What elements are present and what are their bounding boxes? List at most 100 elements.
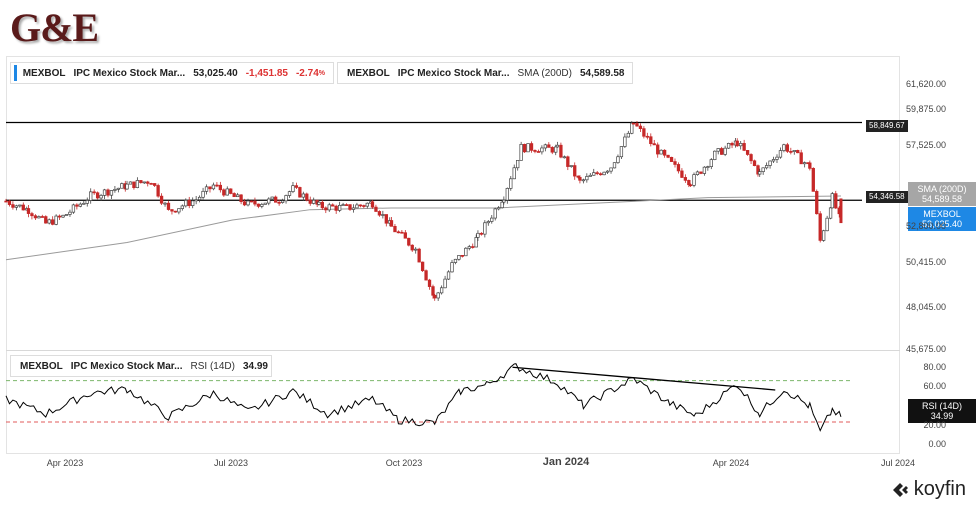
sma-tag-value: 54,589.58 [921, 194, 963, 204]
candle [184, 200, 188, 207]
candle [652, 143, 656, 146]
candle [222, 189, 226, 196]
candle [274, 196, 278, 203]
candle [215, 184, 219, 187]
candle [516, 160, 520, 169]
candle [808, 162, 812, 169]
x-tick-label: Apr 2023 [46, 458, 84, 468]
candle [457, 255, 461, 260]
candle [464, 247, 468, 257]
candle [26, 208, 31, 214]
candle [699, 171, 703, 174]
candle [253, 200, 257, 205]
candle [526, 143, 530, 153]
candle [106, 189, 110, 196]
legend-pct-sign: % [318, 69, 325, 77]
candle [688, 184, 693, 187]
candle [287, 191, 292, 196]
candle [486, 221, 490, 224]
legend-change-pct: -2.74 [295, 67, 319, 79]
candle [756, 165, 760, 175]
candle [605, 170, 610, 173]
candle [208, 186, 212, 190]
candle [645, 135, 649, 138]
candle [519, 143, 523, 161]
candle [695, 171, 700, 176]
y-tick-label: 50,415.00 [905, 257, 946, 267]
support-tag: 54,346.58 [866, 191, 908, 203]
candle [159, 195, 164, 204]
candle [758, 171, 762, 175]
candle [18, 204, 22, 207]
candle [602, 171, 606, 176]
last-tag-value: 53,025.40 [921, 219, 963, 229]
candle [576, 175, 580, 178]
candle [512, 167, 516, 180]
candle [156, 185, 160, 197]
candle [592, 172, 596, 176]
candle [99, 195, 103, 199]
koyfin-branding[interactable]: koyfin [890, 478, 966, 501]
candle [742, 143, 746, 151]
candle [109, 190, 114, 196]
candle [40, 216, 44, 218]
candle [775, 156, 779, 160]
candle [764, 165, 769, 169]
legend-rsi[interactable]: MEXBOL IPC Mexico Stock Mar... RSI (14D)… [10, 355, 272, 377]
legend-sma-ticker: MEXBOL [347, 67, 390, 79]
candle [467, 246, 471, 249]
candle [280, 200, 285, 203]
candle [263, 202, 267, 205]
candle [341, 204, 345, 206]
x-tick-label: Oct 2023 [385, 458, 423, 468]
candle [393, 226, 397, 233]
candle [659, 149, 663, 155]
candle [270, 196, 274, 200]
candle [54, 215, 58, 225]
candle [414, 248, 418, 251]
candle [540, 147, 544, 153]
candle [57, 215, 62, 218]
candle [424, 270, 428, 281]
candle [370, 201, 375, 208]
legend-change: -1,451.85 [245, 67, 288, 79]
candle [656, 144, 660, 155]
rsi-value-tag: RSI (14D) 34.99 [908, 399, 976, 423]
candle [673, 161, 677, 165]
sma-tag-label: SMA (200D) [917, 184, 967, 194]
legend-main[interactable]: MEXBOL IPC Mexico Stock Mar... 53,025.40… [10, 62, 334, 84]
candle [726, 143, 731, 149]
candle [78, 203, 82, 207]
candle [662, 149, 667, 156]
candle [630, 122, 634, 134]
candle [284, 195, 288, 202]
candle [581, 179, 586, 182]
candle [483, 222, 487, 235]
candle [125, 183, 129, 190]
candle [82, 202, 86, 205]
candle [623, 136, 627, 147]
candle [768, 160, 772, 166]
candle [146, 181, 150, 184]
candle [450, 262, 454, 273]
legend-sma[interactable]: MEXBOL IPC Mexico Stock Mar... SMA (200D… [337, 62, 633, 84]
candle [649, 136, 653, 145]
legend-ticker: MEXBOL [22, 67, 66, 79]
candle [180, 205, 184, 209]
candle [351, 207, 356, 210]
candle [232, 193, 236, 198]
candle [291, 185, 295, 192]
candle [396, 231, 401, 234]
candle [436, 292, 440, 299]
candle [277, 201, 281, 204]
candle [374, 206, 378, 212]
candle [71, 204, 76, 213]
x-tick-label: Apr 2024 [712, 458, 750, 468]
candle [479, 232, 484, 235]
candle [595, 172, 599, 175]
candle [702, 166, 707, 174]
candle [825, 217, 829, 232]
candle [139, 180, 143, 183]
candle [389, 220, 394, 227]
